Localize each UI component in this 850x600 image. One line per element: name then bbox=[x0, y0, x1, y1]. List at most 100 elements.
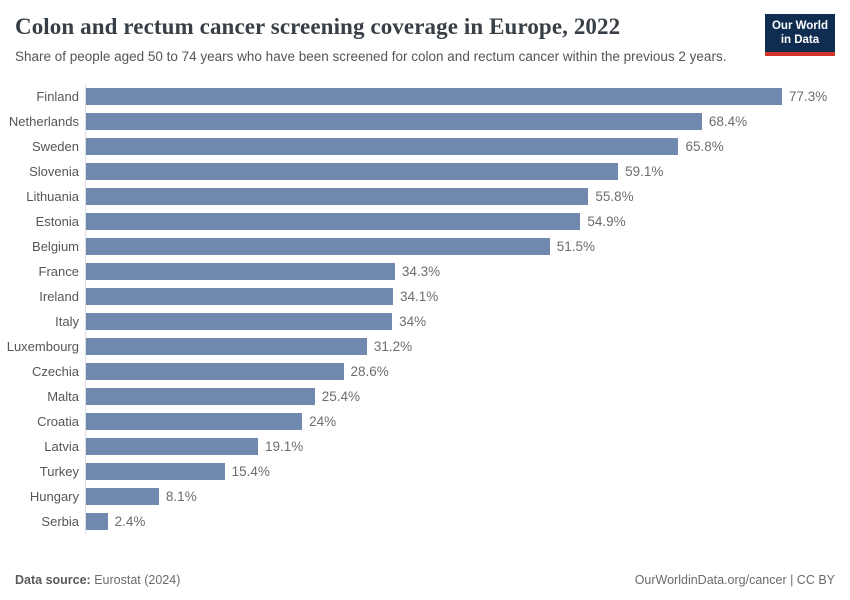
bar-row: Finland 77.3% bbox=[0, 84, 835, 110]
country-label: Sweden bbox=[32, 139, 79, 155]
attribution: OurWorldinData.org/cancer | CC BY bbox=[634, 573, 835, 587]
data-source-label: Data source: bbox=[15, 573, 91, 587]
country-label: Croatia bbox=[37, 414, 79, 430]
bar-track: 65.8% bbox=[85, 134, 835, 160]
bar-track: 34.1% bbox=[85, 284, 835, 310]
bar[interactable] bbox=[86, 213, 581, 231]
bar[interactable] bbox=[86, 388, 315, 406]
owid-logo-line1: Our World bbox=[771, 20, 828, 32]
bar-row: Hungary 8.1% bbox=[0, 484, 835, 510]
bar-value-label: 15.4% bbox=[231, 464, 270, 480]
country-label: Malta bbox=[47, 389, 79, 405]
bar-value-label: 51.5% bbox=[556, 239, 595, 255]
bar-track: 34.3% bbox=[85, 259, 835, 285]
country-label: Belgium bbox=[32, 239, 79, 255]
bar-value-label: 34% bbox=[399, 314, 427, 330]
bar-row: Sweden 65.8% bbox=[0, 134, 835, 160]
bar[interactable] bbox=[86, 238, 550, 256]
bar[interactable] bbox=[86, 138, 679, 156]
bar-value-label: 55.8% bbox=[595, 189, 634, 205]
bar[interactable] bbox=[86, 338, 367, 356]
bar-track: 68.4% bbox=[85, 109, 835, 135]
country-label: Czechia bbox=[32, 364, 79, 380]
chart-header: Colon and rectum cancer screening covera… bbox=[0, 0, 850, 67]
bar-track: 8.1% bbox=[85, 484, 835, 510]
bar-track: 55.8% bbox=[85, 184, 835, 210]
page-title: Colon and rectum cancer screening covera… bbox=[15, 14, 621, 39]
bar[interactable] bbox=[86, 163, 619, 181]
bar[interactable] bbox=[86, 363, 344, 381]
bar-value-label: 25.4% bbox=[321, 389, 360, 405]
country-label: Serbia bbox=[41, 514, 79, 530]
bar[interactable] bbox=[86, 263, 395, 281]
owid-logo[interactable]: Our World in Data bbox=[764, 14, 835, 56]
chart-footer: Data source: Eurostat (2024) OurWorldinD… bbox=[15, 573, 835, 587]
country-label: Estonia bbox=[35, 214, 79, 230]
data-source: Data source: Eurostat (2024) bbox=[15, 573, 180, 587]
country-label: France bbox=[38, 264, 79, 280]
bar-value-label: 34.1% bbox=[400, 289, 439, 305]
bar[interactable] bbox=[86, 188, 589, 206]
bar-track: 54.9% bbox=[85, 209, 835, 235]
bar-value-label: 68.4% bbox=[708, 114, 748, 130]
bar-track: 59.1% bbox=[85, 159, 835, 185]
bar-track: 15.4% bbox=[85, 459, 835, 485]
bar-track: 2.4% bbox=[85, 509, 835, 535]
bar[interactable] bbox=[86, 88, 782, 106]
chart-subtitle: Share of people aged 50 to 74 years who … bbox=[15, 49, 727, 65]
bar-row: Turkey 15.4% bbox=[0, 459, 835, 485]
data-source-value: Eurostat (2024) bbox=[90, 573, 181, 587]
bar-chart: Finland 77.3% Netherlands 68.4% Sweden 65.8% S… bbox=[0, 84, 850, 535]
country-label: Lithuania bbox=[26, 189, 79, 205]
bar[interactable] bbox=[86, 313, 393, 331]
bar-row: Serbia 2.4% bbox=[0, 509, 835, 535]
bar-row: Czechia 28.6% bbox=[0, 359, 835, 385]
bar-value-label: 8.1% bbox=[165, 489, 197, 505]
bar-value-label: 31.2% bbox=[373, 339, 413, 355]
country-label: Italy bbox=[55, 314, 79, 330]
country-label: Finland bbox=[36, 89, 79, 105]
bar-row: Luxembourg 31.2% bbox=[0, 334, 835, 360]
bar-row: Estonia 54.9% bbox=[0, 209, 835, 235]
bar-row: Lithuania 55.8% bbox=[0, 184, 835, 210]
bar[interactable] bbox=[86, 488, 159, 506]
country-label: Turkey bbox=[39, 464, 79, 480]
bar-track: 34% bbox=[85, 309, 835, 335]
country-label: Netherlands bbox=[8, 114, 79, 130]
bar-value-label: 19.1% bbox=[264, 439, 304, 455]
bar-track: 25.4% bbox=[85, 384, 835, 410]
bar-row: Slovenia 59.1% bbox=[0, 159, 835, 185]
bar-row: Malta 25.4% bbox=[0, 384, 835, 410]
bar-row: Croatia 24% bbox=[0, 409, 835, 435]
bar[interactable] bbox=[86, 438, 258, 456]
bar[interactable] bbox=[86, 413, 303, 431]
bar-row: Latvia 19.1% bbox=[0, 434, 835, 460]
bar-value-label: 28.6% bbox=[350, 364, 389, 380]
bar-value-label: 59.1% bbox=[625, 164, 664, 180]
country-label: Slovenia bbox=[29, 164, 79, 180]
country-label: Ireland bbox=[39, 289, 79, 305]
bar-track: 28.6% bbox=[85, 359, 835, 385]
bar-value-label: 54.9% bbox=[587, 214, 626, 230]
country-label: Latvia bbox=[44, 439, 79, 455]
bar-track: 51.5% bbox=[85, 234, 835, 260]
bar-track: 77.3% bbox=[85, 84, 835, 110]
bar-row: Netherlands 68.4% bbox=[0, 109, 835, 135]
bar[interactable] bbox=[86, 288, 394, 306]
bar[interactable] bbox=[86, 513, 108, 531]
bar[interactable] bbox=[86, 463, 225, 481]
bar-value-label: 2.4% bbox=[114, 514, 146, 530]
owid-logo-line2: in Data bbox=[780, 34, 820, 47]
country-label: Hungary bbox=[29, 489, 79, 505]
bar-track: 31.2% bbox=[85, 334, 835, 360]
country-label: Luxembourg bbox=[6, 339, 79, 355]
bar-value-label: 34.3% bbox=[401, 264, 441, 280]
bar-value-label: 65.8% bbox=[685, 139, 724, 155]
bar-track: 19.1% bbox=[85, 434, 835, 460]
bar-row: Italy 34% bbox=[0, 309, 835, 335]
bar-value-label: 24% bbox=[309, 414, 337, 430]
bar-value-label: 77.3% bbox=[789, 89, 828, 105]
bar[interactable] bbox=[86, 113, 702, 131]
bar-row: Ireland 34.1% bbox=[0, 284, 835, 310]
